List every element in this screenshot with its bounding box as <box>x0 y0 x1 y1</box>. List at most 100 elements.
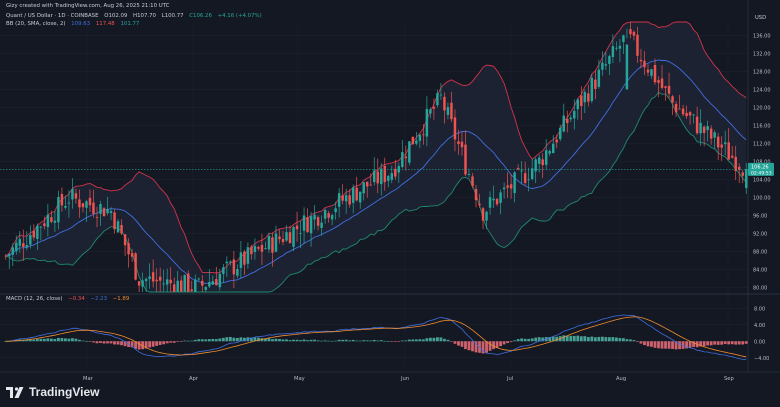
macd-histogram-bar[interactable] <box>706 341 710 346</box>
macd-histogram-bar[interactable] <box>646 341 650 347</box>
macd-histogram-bar[interactable] <box>485 341 488 353</box>
macd-histogram-bar[interactable] <box>481 341 485 354</box>
macd-histogram-bar[interactable] <box>183 340 187 342</box>
candle-body[interactable] <box>22 243 25 248</box>
candle-body[interactable] <box>204 287 208 290</box>
macd-histogram-bar[interactable] <box>313 339 316 342</box>
tradingview-logo[interactable]: TradingView <box>6 385 99 399</box>
candle-body[interactable] <box>730 155 734 158</box>
macd-histogram-bar[interactable] <box>116 341 120 345</box>
candle-body[interactable] <box>151 272 155 282</box>
macd-histogram-bar[interactable] <box>692 341 696 347</box>
candle-body[interactable] <box>215 279 218 286</box>
macd-histogram-bar[interactable] <box>723 341 727 345</box>
candle-body[interactable] <box>130 253 134 257</box>
candle-body[interactable] <box>601 62 604 70</box>
macd-histogram-bar[interactable] <box>650 341 653 347</box>
candle-body[interactable] <box>295 225 299 230</box>
bb-legend[interactable]: BB (20, SMA, close, 2) 109.63 117.48 101… <box>6 21 143 28</box>
macd-histogram-bar[interactable] <box>21 339 25 342</box>
macd-histogram-bar[interactable] <box>292 339 295 342</box>
macd-histogram-bar[interactable] <box>727 341 731 345</box>
candle-body[interactable] <box>81 203 85 208</box>
macd-histogram-bar[interactable] <box>453 341 457 344</box>
macd-histogram-bar[interactable] <box>467 341 471 351</box>
macd-histogram-bar[interactable] <box>32 339 36 342</box>
candle-body[interactable] <box>544 150 548 165</box>
macd-histogram-bar[interactable] <box>239 337 243 342</box>
macd-histogram-bar[interactable] <box>583 336 587 342</box>
macd-histogram-bar[interactable] <box>713 341 717 345</box>
candle-body[interactable] <box>144 278 148 282</box>
candle-body[interactable] <box>467 174 471 175</box>
candle-body[interactable] <box>720 144 723 148</box>
candle-body[interactable] <box>264 248 267 249</box>
macd-histogram-bar[interactable] <box>278 339 281 342</box>
candle-body[interactable] <box>737 166 741 171</box>
macd-histogram-bar[interactable] <box>688 341 692 348</box>
macd-histogram-bar[interactable] <box>235 337 239 342</box>
candle-body[interactable] <box>555 139 558 143</box>
macd-histogram-bar[interactable] <box>716 341 720 345</box>
candle-body[interactable] <box>639 59 643 62</box>
macd-histogram-bar[interactable] <box>625 339 629 342</box>
macd-histogram-bar[interactable] <box>604 337 608 342</box>
macd-histogram-bar[interactable] <box>421 339 425 342</box>
macd-histogram-bar[interactable] <box>450 341 453 342</box>
candle-body[interactable] <box>492 198 495 201</box>
macd-histogram-bar[interactable] <box>411 339 415 342</box>
candle-body[interactable] <box>548 151 551 154</box>
candle-body[interactable] <box>95 216 99 218</box>
candle-body[interactable] <box>148 276 151 279</box>
macd-histogram-bar[interactable] <box>281 339 285 342</box>
candle-body[interactable] <box>358 191 362 203</box>
candle-body[interactable] <box>316 217 320 226</box>
macd-histogram-bar[interactable] <box>516 339 520 342</box>
macd-histogram-bar[interactable] <box>460 341 464 347</box>
macd-histogram-bar[interactable] <box>418 339 422 342</box>
macd-histogram-bar[interactable] <box>232 337 236 342</box>
candle-body[interactable] <box>243 251 246 265</box>
candle-body[interactable] <box>688 112 692 116</box>
macd-histogram-bar[interactable] <box>351 339 355 342</box>
macd-histogram-bar[interactable] <box>285 339 288 342</box>
macd-histogram-bar[interactable] <box>204 339 208 342</box>
macd-histogram-bar[interactable] <box>471 341 474 352</box>
candle-body[interactable] <box>425 108 429 137</box>
macd-histogram-bar[interactable] <box>176 341 180 342</box>
candle-body[interactable] <box>622 35 625 42</box>
macd-histogram-bar[interactable] <box>618 338 622 342</box>
candle-body[interactable] <box>625 44 629 90</box>
candle-body[interactable] <box>559 127 562 140</box>
candle-body[interactable] <box>387 176 390 181</box>
macd-histogram-bar[interactable] <box>186 340 190 342</box>
candle-body[interactable] <box>618 45 622 49</box>
macd-histogram-bar[interactable] <box>179 341 183 342</box>
macd-histogram-bar[interactable] <box>169 341 173 343</box>
candle-body[interactable] <box>179 280 183 292</box>
candle-body[interactable] <box>573 110 576 119</box>
candle-body[interactable] <box>64 206 67 208</box>
macd-histogram-bar[interactable] <box>674 341 678 350</box>
candle-body[interactable] <box>692 114 695 116</box>
macd-histogram-bar[interactable] <box>657 341 660 349</box>
macd-histogram-bar[interactable] <box>257 337 260 342</box>
macd-histogram-bar[interactable] <box>81 340 85 342</box>
candle-body[interactable] <box>509 184 513 189</box>
candle-body[interactable] <box>253 245 257 252</box>
candle-body[interactable] <box>541 159 544 166</box>
macd-histogram-bar[interactable] <box>702 341 706 347</box>
macd-histogram-bar[interactable] <box>267 338 271 342</box>
candle-body[interactable] <box>580 95 583 107</box>
candle-body[interactable] <box>373 170 376 183</box>
candle-body[interactable] <box>611 46 615 57</box>
macd-histogram-bar[interactable] <box>148 341 152 348</box>
candle-body[interactable] <box>401 152 404 167</box>
candle-body[interactable] <box>432 106 436 109</box>
candle-body[interactable] <box>187 273 190 292</box>
candle-body[interactable] <box>562 115 565 132</box>
candle-body[interactable] <box>471 176 474 187</box>
candle-body[interactable] <box>134 253 137 280</box>
candle-body[interactable] <box>713 132 716 138</box>
